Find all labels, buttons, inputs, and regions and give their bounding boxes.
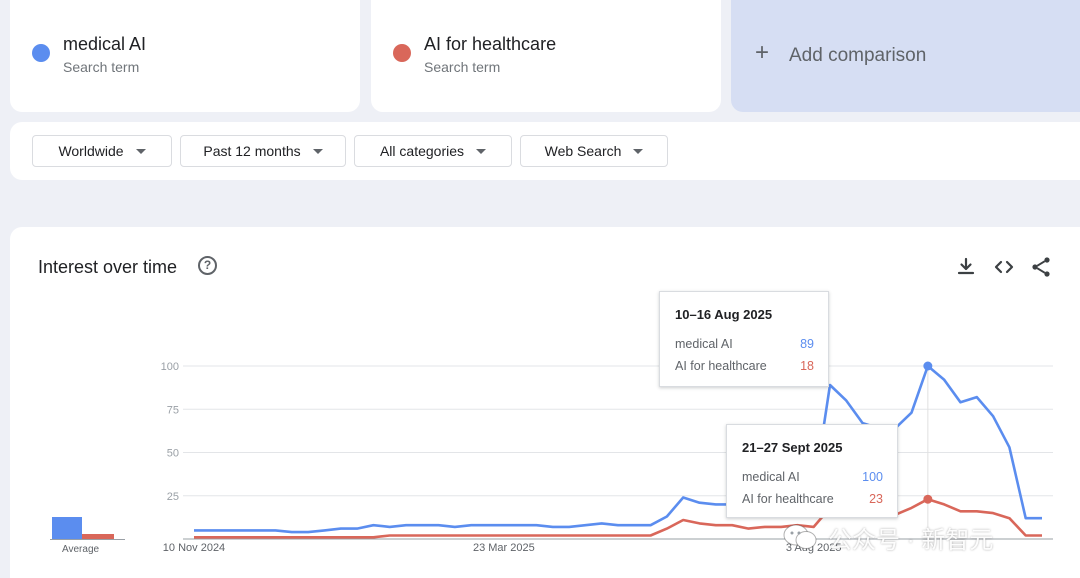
y-tick-label: 50 [167, 448, 179, 460]
chart-tooltip: 10–16 Aug 2025 medical AI 89 AI for heal… [659, 291, 829, 387]
add-comparison-button[interactable]: + Add comparison [731, 0, 1080, 112]
search-term-card-1[interactable]: medical AI Search term [10, 0, 360, 112]
y-tick-label: 25 [167, 491, 179, 503]
tooltip-term: medical AI [675, 337, 733, 351]
interest-over-time-card: Interest over time ? Average 100 75 50 25 10… [10, 227, 1080, 578]
chart-title: Interest over time [38, 257, 178, 277]
tooltip-value: 18 [800, 359, 814, 373]
wechat-icon [783, 524, 817, 549]
average-bar-ai-for-healthcare [82, 534, 114, 539]
tooltip-row: medical AI 100 [742, 470, 883, 484]
y-tick-label: 100 [161, 361, 179, 373]
filter-bar: Worldwide Past 12 months All categories … [10, 122, 1080, 180]
category-dropdown[interactable]: All categories [354, 135, 512, 167]
tooltip-row: AI for healthcare 18 [675, 359, 814, 373]
search-term-card-2[interactable]: AI for healthcare Search term [371, 0, 721, 112]
caret-down-icon [135, 148, 146, 154]
tooltip-term: medical AI [742, 470, 800, 484]
tooltip-term: AI for healthcare [675, 359, 767, 373]
search-term-type: Search term [424, 59, 501, 75]
tooltip-row: medical AI 89 [675, 337, 814, 351]
region-dropdown-label: Worldwide [58, 143, 124, 159]
x-tick-label: 23 Mar 2025 [473, 542, 535, 554]
average-axis [50, 539, 125, 540]
series-line [194, 364, 1042, 534]
tooltip-value: 23 [869, 492, 883, 506]
caret-down-icon [633, 148, 644, 154]
average-chart: Average [50, 487, 125, 555]
series-color-dot [393, 44, 411, 62]
plus-icon: + [755, 39, 770, 66]
search-term-type: Search term [63, 59, 140, 75]
series-color-dot [32, 44, 50, 62]
tooltip-date: 21–27 Sept 2025 [742, 440, 843, 455]
help-icon[interactable]: ? [198, 256, 217, 275]
share-icon[interactable] [1029, 255, 1053, 279]
watermark: 公众号 · 新智元 [782, 517, 1052, 557]
download-icon[interactable] [954, 255, 978, 279]
tooltip-value: 100 [862, 470, 883, 484]
search-term-name[interactable]: AI for healthcare [424, 34, 557, 54]
search-term-name[interactable]: medical AI [63, 34, 147, 54]
add-comparison-label: Add comparison [789, 45, 927, 66]
region-dropdown[interactable]: Worldwide [32, 135, 172, 167]
tooltip-date: 10–16 Aug 2025 [675, 307, 773, 322]
time-range-dropdown-label: Past 12 months [203, 143, 301, 159]
average-bar-medical-ai [52, 517, 82, 539]
time-range-dropdown[interactable]: Past 12 months [180, 135, 346, 167]
data-point [923, 361, 933, 371]
series-line [194, 497, 1042, 539]
embed-code-icon[interactable] [992, 255, 1016, 279]
average-label: Average [62, 544, 100, 555]
watermark-text: 公众号 · 新智元 [828, 526, 994, 554]
tooltip-row: AI for healthcare 23 [742, 492, 883, 506]
caret-down-icon [476, 148, 487, 154]
y-tick-label: 75 [167, 404, 179, 416]
chart-tooltip: 21–27 Sept 2025 medical AI 100 AI for he… [726, 424, 898, 518]
caret-down-icon [312, 148, 323, 154]
tooltip-value: 89 [800, 337, 814, 351]
tooltip-term: AI for healthcare [742, 492, 834, 506]
data-point [923, 494, 933, 504]
x-tick-label: 10 Nov 2024 [163, 542, 225, 554]
category-dropdown-label: All categories [379, 143, 465, 159]
search-type-dropdown[interactable]: Web Search [520, 135, 668, 167]
search-type-dropdown-label: Web Search [544, 143, 622, 159]
